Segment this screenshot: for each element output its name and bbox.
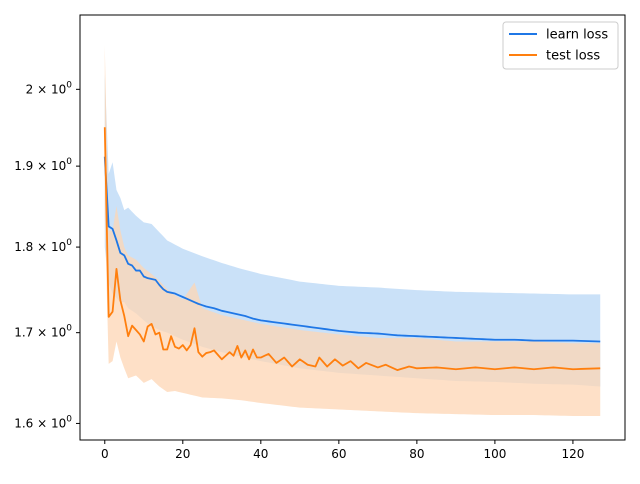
y-axis: 1.6 × 100 1.7 × 100 1.8 × 100 1.9 × 100 2 × … (14, 80, 80, 430)
x-tick-label: 80 (409, 447, 424, 461)
x-axis: 0 20 40 60 80 100 120 (101, 440, 584, 461)
y-tick-label: 1.6 × 100 (14, 414, 72, 430)
x-tick-label: 0 (101, 447, 109, 461)
x-tick-label: 100 (483, 447, 506, 461)
y-tick-label: 1.8 × 100 (14, 238, 72, 254)
learn-loss-line (103, 156, 601, 343)
x-tick-label: 120 (561, 447, 584, 461)
learn-loss-band (104, 74, 601, 387)
legend: learn loss test loss (502, 21, 619, 70)
legend-label: test loss (546, 49, 600, 64)
legend-label: learn loss (546, 28, 608, 43)
test-loss-band (104, 45, 601, 416)
x-tick-label: 40 (253, 447, 268, 461)
series-lines (103, 127, 601, 372)
y-tick-label: 2 × 100 (26, 80, 73, 96)
x-tick-label: 60 (331, 447, 346, 461)
x-tick-label: 20 (175, 447, 190, 461)
plot-area-frame (79, 14, 626, 441)
y-tick-label: 1.7 × 100 (14, 324, 72, 340)
test-loss-line (103, 127, 601, 372)
confidence-bands (104, 45, 601, 416)
y-tick-label: 1.9 × 100 (14, 157, 72, 173)
